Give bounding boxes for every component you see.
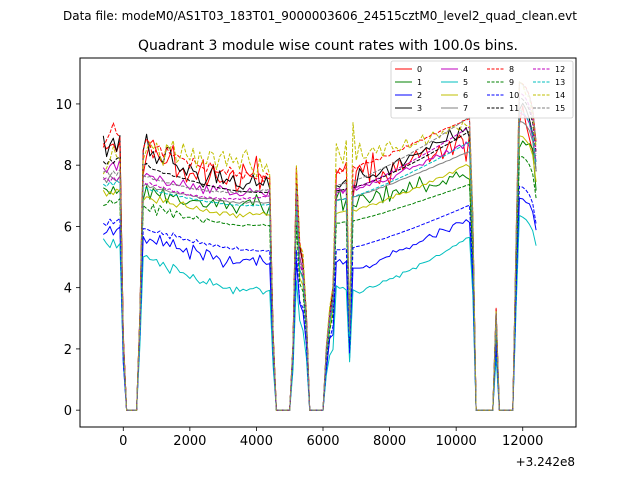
legend-label-12: 12	[555, 65, 565, 74]
series-line-10	[103, 185, 537, 411]
y-tick-label: 8	[64, 159, 72, 174]
y-tick-label: 6	[64, 220, 72, 235]
legend-label-1: 1	[417, 78, 422, 87]
legend-label-11: 11	[509, 104, 519, 113]
legend-label-15: 15	[555, 104, 565, 113]
y-tick-label: 4	[64, 282, 72, 297]
y-tick-label: 2	[64, 343, 72, 358]
legend-label-3: 3	[417, 104, 422, 113]
y-tick-label: 0	[64, 404, 72, 419]
x-tick-label: 6000	[306, 434, 339, 449]
legend-label-13: 13	[555, 78, 565, 87]
chart-title: Quadrant 3 module wise count rates with …	[138, 38, 518, 54]
y-axis: 0 2 4 6 8 10	[55, 98, 80, 419]
x-tick-label: 8000	[373, 434, 406, 449]
legend-label-14: 14	[555, 91, 565, 100]
legend-label-10: 10	[509, 91, 519, 100]
legend-label-5: 5	[463, 78, 468, 87]
legend-label-4: 4	[463, 65, 468, 74]
series-line-9	[103, 155, 537, 411]
legend-label-6: 6	[463, 91, 468, 100]
x-tick-label: 2000	[173, 434, 206, 449]
legend-label-2: 2	[417, 91, 422, 100]
legend-label-9: 9	[509, 78, 514, 87]
legend-label-8: 8	[509, 65, 514, 74]
legend-label-0: 0	[417, 65, 422, 74]
x-offset-label: +3.242e8	[516, 455, 575, 469]
axes-frame	[79, 57, 577, 428]
x-tick-label: 10000	[435, 434, 476, 449]
x-axis: 0 2000 4000 6000 8000 10000 12000	[119, 427, 543, 449]
legend-label-7: 7	[463, 104, 468, 113]
series-lines	[102, 80, 537, 411]
y-tick-label: 10	[55, 98, 72, 113]
suptitle: Data file: modeM0/AS1T03_183T01_90000036…	[63, 9, 577, 23]
series-line-15	[103, 82, 537, 411]
x-tick-label: 12000	[502, 434, 543, 449]
x-tick-label: 4000	[240, 434, 273, 449]
x-tick-label: 0	[119, 434, 127, 449]
legend-box	[390, 60, 574, 119]
